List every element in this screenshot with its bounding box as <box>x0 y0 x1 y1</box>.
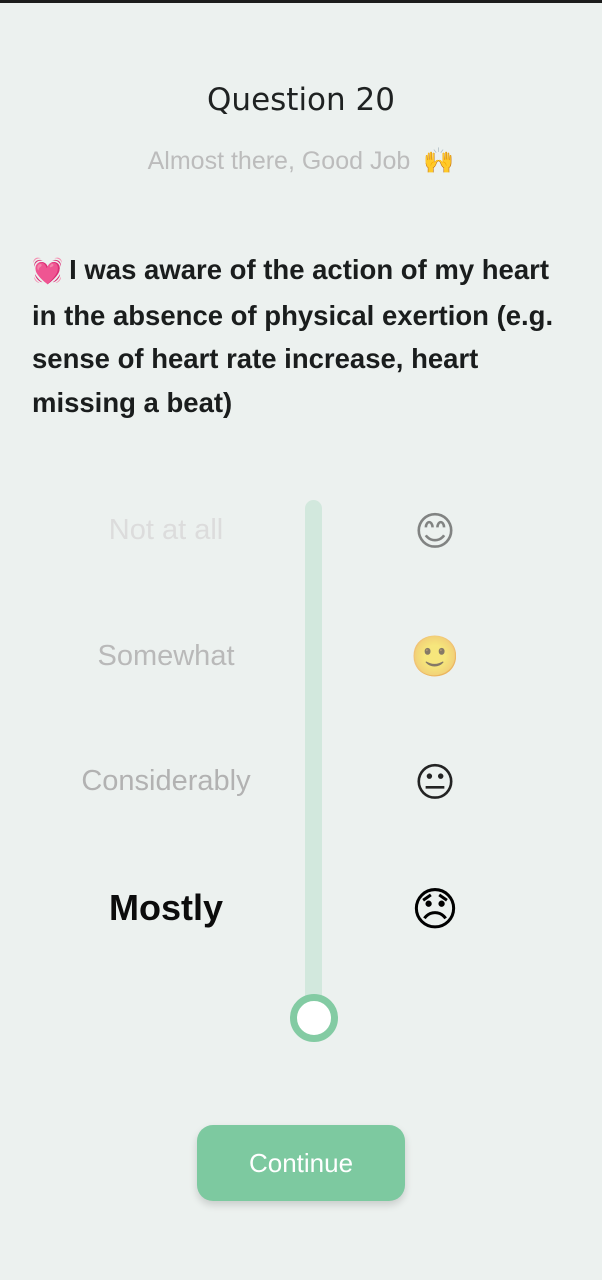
page-title: Question 20 <box>207 82 395 118</box>
neutral-face-icon[interactable]: 😐 <box>414 761 456 805</box>
raised-hands-icon: 🙌 <box>423 147 455 175</box>
slight-smile-icon[interactable]: 🙂 <box>410 635 460 679</box>
scale-slider-thumb[interactable] <box>290 994 338 1042</box>
subtitle-text: Almost there, Good Job <box>147 147 411 175</box>
disappointed-face-icon[interactable]: 😞 <box>411 883 459 935</box>
option-mostly-selected[interactable]: Mostly <box>108 887 223 928</box>
status-bar-edge <box>0 0 602 3</box>
option-somewhat[interactable]: Somewhat <box>97 640 235 672</box>
smiling-face-icon[interactable]: 😊 <box>414 510 456 554</box>
question-text-block: 💓 I was aware of the action of my heart i… <box>32 248 577 424</box>
continue-button[interactable]: Continue <box>197 1125 405 1201</box>
beating-heart-icon: 💓 <box>32 257 64 285</box>
option-considerably[interactable]: Considerably <box>81 765 251 797</box>
scale-slider-track[interactable] <box>305 500 322 1015</box>
progress-subtitle: Almost there, Good Job 🙌 <box>0 147 602 176</box>
option-not-at-all[interactable]: Not at all <box>108 514 224 546</box>
question-text: I was aware of the action of my heart in… <box>32 254 554 418</box>
